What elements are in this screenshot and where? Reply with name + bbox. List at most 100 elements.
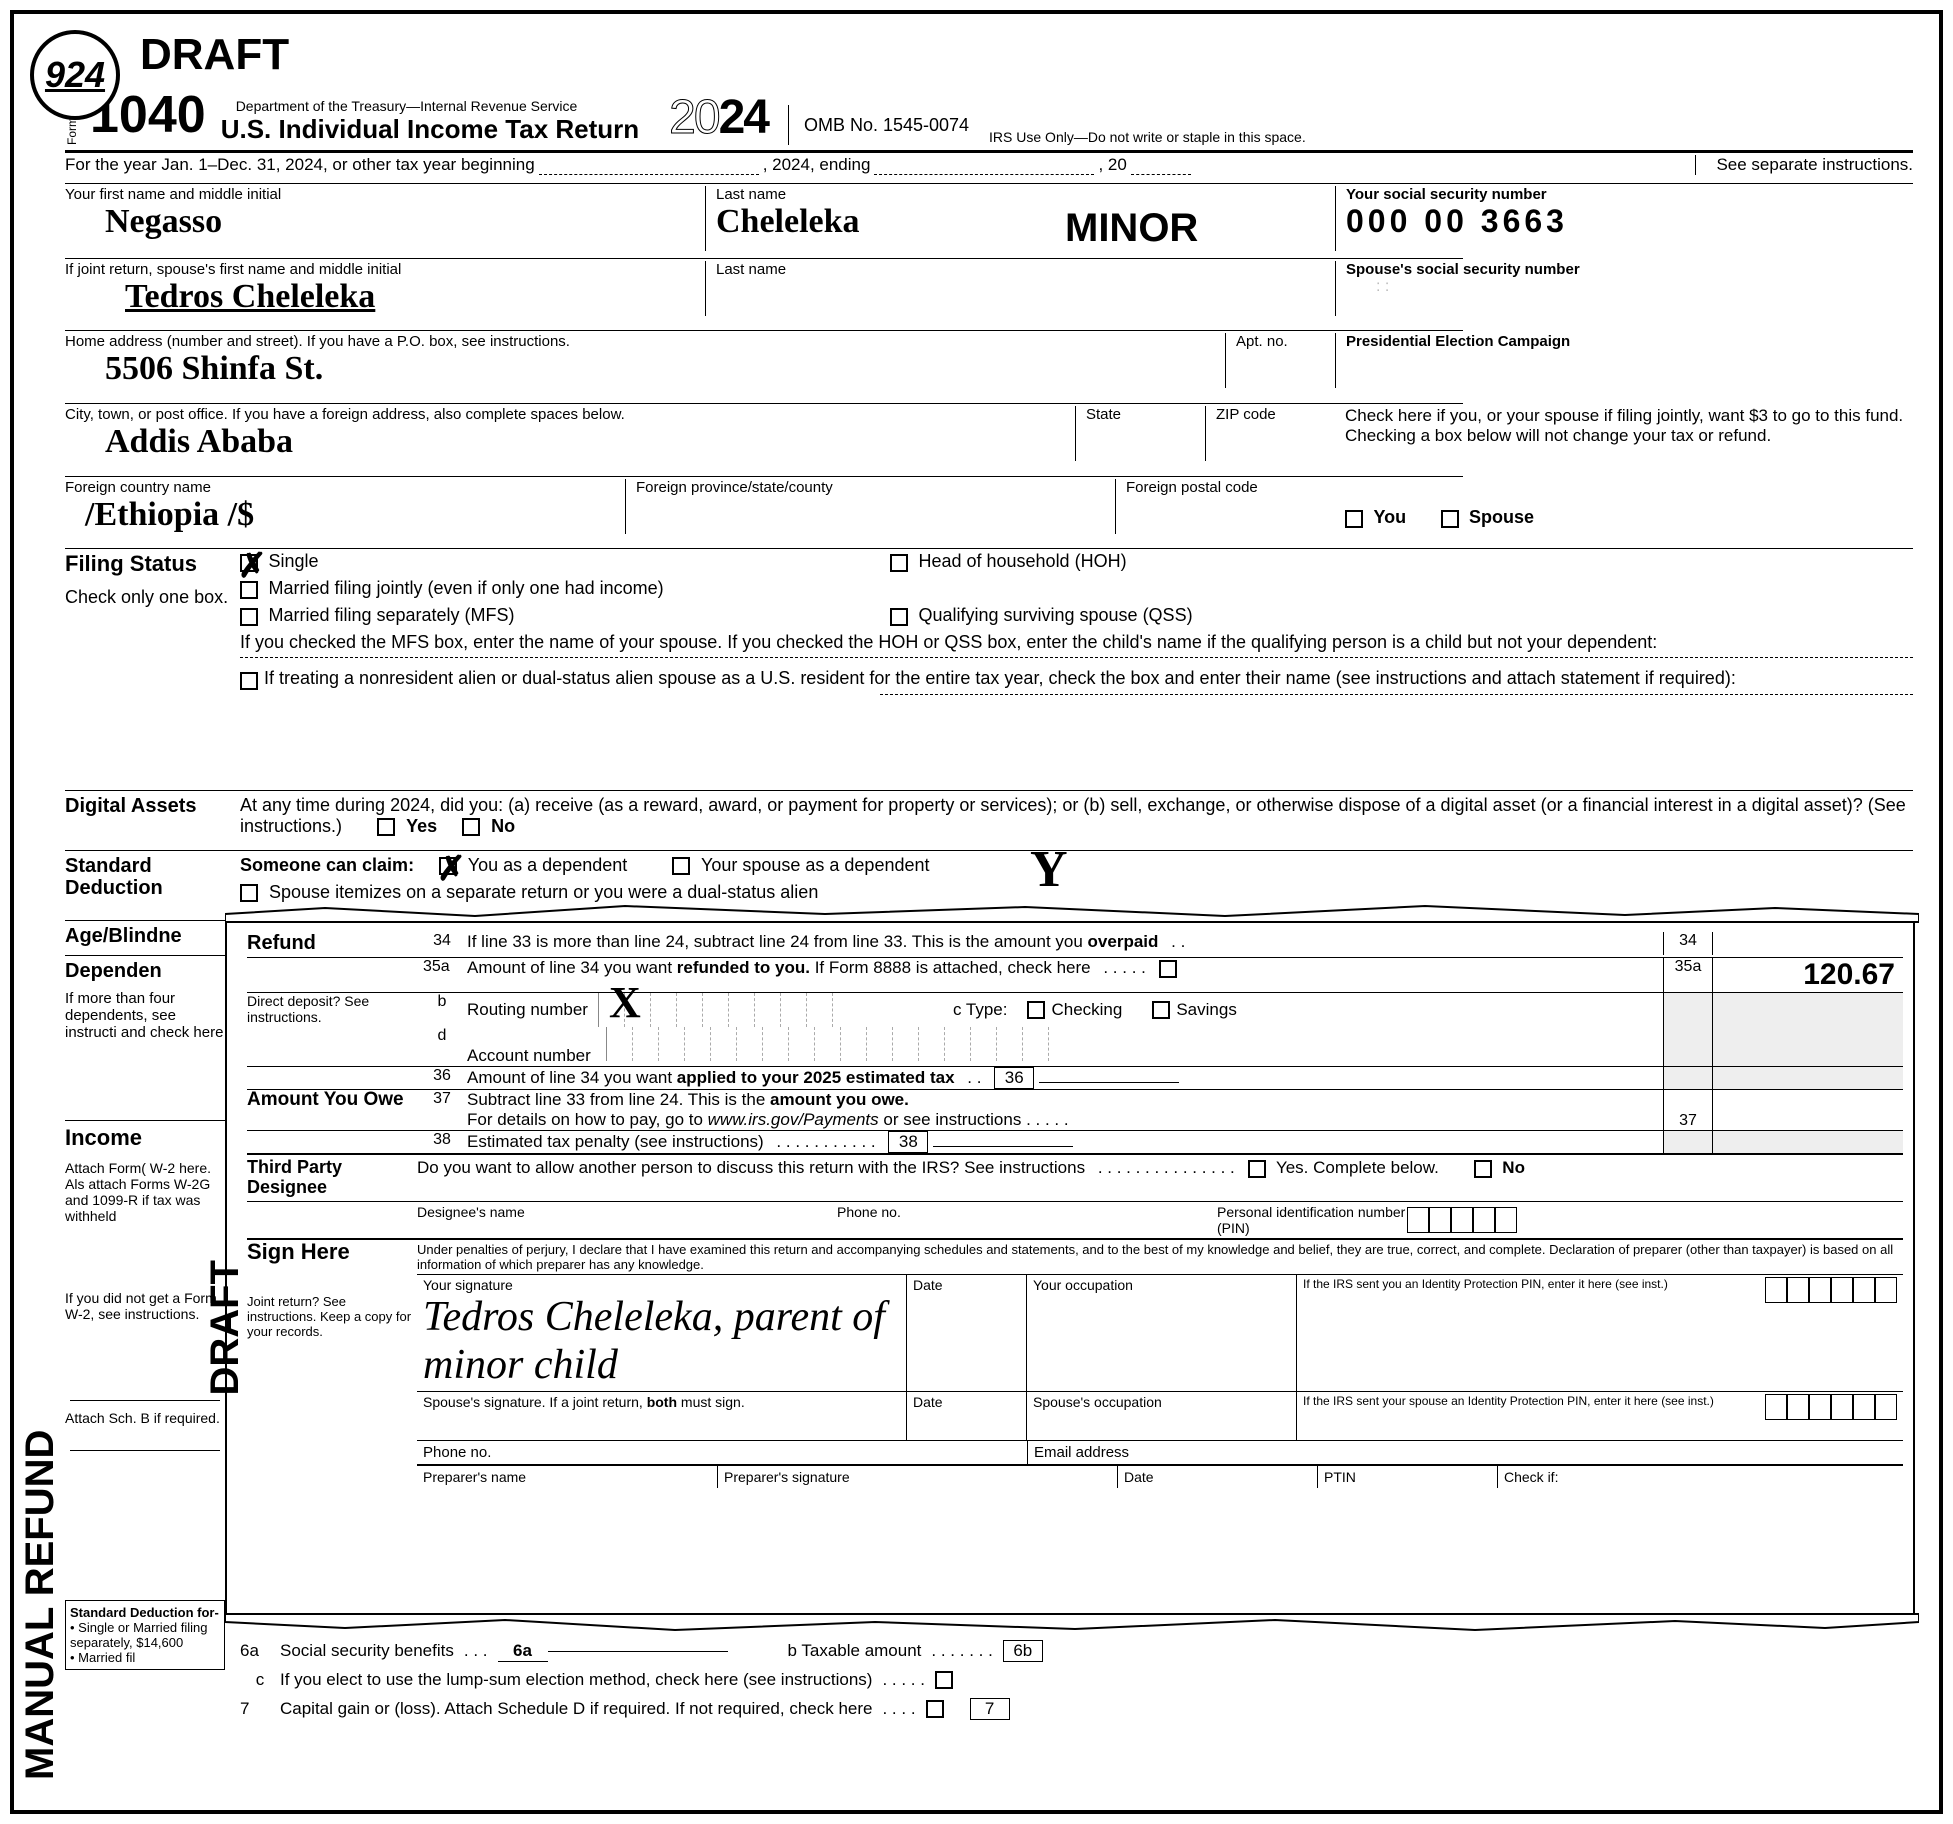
- prep-date: Date: [1117, 1466, 1317, 1488]
- spouse-checkbox[interactable]: [1441, 510, 1459, 528]
- line7-num: 7: [240, 1699, 280, 1719]
- line6b-box: 6b: [1003, 1640, 1043, 1662]
- line37-sub: For details on how to pay, go to www.irs…: [467, 1110, 1021, 1129]
- refund-head: Refund: [247, 932, 417, 955]
- apt-label: Apt. no.: [1236, 333, 1335, 350]
- single-checkbox[interactable]: [240, 554, 258, 572]
- itemize-checkbox[interactable]: [240, 884, 258, 902]
- tp-yes-checkbox[interactable]: [1248, 1160, 1266, 1178]
- checking-label: Checking: [1051, 1000, 1122, 1020]
- omb-number: OMB No. 1545-0074: [788, 105, 969, 145]
- spouse-ssn-label: Spouse's social security number: [1346, 261, 1913, 278]
- sig-date: Date: [907, 1275, 1027, 1391]
- phone-label: Phone no.: [417, 1441, 1027, 1464]
- line34-text: If line 33 is more than line 24, subtrac…: [467, 932, 1158, 951]
- you-checkbox[interactable]: [1345, 510, 1363, 528]
- mfs-label: Married filing separately (MFS): [268, 605, 514, 625]
- your-sig-label: Your signature: [423, 1277, 900, 1293]
- you-dep-checkbox[interactable]: [439, 857, 457, 875]
- occupation: Your occupation: [1027, 1275, 1297, 1391]
- jagged-top: [225, 902, 1919, 924]
- year-prefix: 20: [669, 91, 718, 144]
- zip-label: ZIP code: [1216, 406, 1335, 423]
- prep-sig: Preparer's signature: [717, 1466, 1117, 1488]
- line7-text: Capital gain or (loss). Attach Schedule …: [280, 1699, 872, 1719]
- tax-year-text: For the year Jan. 1–Dec. 31, 2024, or ot…: [65, 155, 535, 175]
- savings-checkbox[interactable]: [1152, 1001, 1170, 1019]
- nra-checkbox[interactable]: [240, 672, 258, 690]
- da-no: No: [491, 816, 515, 836]
- line6c-text: If you elect to use the lump-sum electio…: [280, 1670, 872, 1690]
- line6b-text: b Taxable amount: [788, 1641, 922, 1661]
- income-note2: If you did not get a Form W-2, see instr…: [65, 1290, 225, 1322]
- signature-value: Tedros Cheleleka, parent of minor child: [423, 1293, 900, 1389]
- foreign-province-label: Foreign province/state/county: [636, 479, 1115, 496]
- line36-box: 36: [994, 1067, 1034, 1089]
- checking-checkbox[interactable]: [1027, 1001, 1045, 1019]
- pin-label: Personal identification number (PIN): [1217, 1204, 1407, 1236]
- std-ded-b2: • Married fil: [70, 1650, 220, 1665]
- third-party-text: Do you want to allow another person to d…: [417, 1158, 1085, 1177]
- refund-amount: 120.67: [1713, 958, 1903, 992]
- see-instructions: See separate instructions.: [1695, 155, 1913, 175]
- line6a-text: Social security benefits: [280, 1641, 454, 1661]
- spouse-dep-checkbox[interactable]: [672, 857, 690, 875]
- minor-label: MINOR: [1065, 206, 1335, 251]
- std-ded-b1: • Single or Married filing separately, $…: [70, 1620, 220, 1650]
- qss-checkbox[interactable]: [890, 608, 908, 626]
- draft-heading: DRAFT: [140, 30, 289, 80]
- line36-num: 36: [417, 1067, 467, 1089]
- city-value: Addis Ababa: [65, 423, 1075, 461]
- perjury-text: Under penalties of perjury, I declare th…: [417, 1240, 1903, 1274]
- designee-name: Designee's name: [417, 1204, 837, 1236]
- line37-text: Subtract line 33 from line 24. This is t…: [467, 1090, 1663, 1110]
- line35a-numbox: 35a: [1663, 958, 1713, 992]
- pres-campaign-body: Check here if you, or your spouse if fil…: [1335, 406, 1913, 461]
- tax-year-mid: , 2024, ending: [763, 155, 871, 175]
- you-dep: You as a dependent: [468, 855, 628, 875]
- hoh-checkbox[interactable]: [890, 554, 908, 572]
- line38-box: 38: [888, 1131, 928, 1153]
- line37-box: 37: [1663, 1090, 1713, 1130]
- routing-label: Routing number: [467, 1000, 588, 1020]
- prep-name: Preparer's name: [417, 1466, 717, 1488]
- line6c-checkbox[interactable]: [935, 1671, 953, 1689]
- you-label: You: [1373, 507, 1406, 527]
- tax-year-end: , 20: [1098, 155, 1126, 175]
- joint-return-note: Joint return? See instructions. Keep a c…: [247, 1294, 417, 1339]
- ip-pin2: If the IRS sent your spouse an Identity …: [1303, 1394, 1714, 1408]
- mfs-checkbox[interactable]: [240, 608, 258, 626]
- income-section: Income: [65, 1125, 142, 1151]
- filing-status-sub: Check only one box.: [65, 587, 240, 608]
- hoh-label: Head of household (HOH): [918, 551, 1126, 571]
- tp-no-checkbox[interactable]: [1474, 1160, 1492, 1178]
- da-yes-checkbox[interactable]: [377, 818, 395, 836]
- line7-checkbox[interactable]: [926, 1700, 944, 1718]
- header-row: Form 1040 Department of the Treasury—Int…: [65, 85, 1913, 145]
- line38-text: Estimated tax penalty (see instructions): [467, 1132, 764, 1151]
- form-title: U.S. Individual Income Tax Return: [221, 114, 639, 145]
- line-d: d: [417, 1027, 467, 1066]
- dep-note: If more than four dependents, see instru…: [65, 990, 225, 1041]
- itemize-label: Spouse itemizes on a separate return or …: [269, 882, 818, 902]
- account-label: Account number: [467, 1046, 591, 1065]
- age-section: Age/Blindne: [65, 925, 182, 948]
- check-if: Check if:: [1497, 1466, 1903, 1488]
- overlay-panel: Refund 34 If line 33 is more than line 2…: [225, 918, 1915, 1618]
- line35a-checkbox[interactable]: [1159, 960, 1177, 978]
- direct-deposit: Direct deposit? See instructions.: [247, 993, 417, 1027]
- line37-num: 37: [417, 1090, 467, 1130]
- line6a-box: 6a: [498, 1641, 548, 1662]
- last-name-value: Cheleleka: [716, 203, 1065, 241]
- da-no-checkbox[interactable]: [462, 818, 480, 836]
- city-label: City, town, or post office. If you have …: [65, 406, 1075, 423]
- savings-label: Savings: [1176, 1000, 1236, 1020]
- da-yes: Yes: [406, 816, 437, 836]
- qss-label: Qualifying surviving spouse (QSS): [918, 605, 1192, 625]
- mfj-label: Married filing jointly (even if only one…: [268, 578, 663, 598]
- third-party-head: Third Party Designee: [247, 1158, 417, 1198]
- tp-no: No: [1502, 1158, 1525, 1177]
- sign-here-head: Sign Here: [247, 1240, 417, 1264]
- line34-numbox: 34: [1663, 932, 1713, 955]
- spouse-dep: Your spouse as a dependent: [701, 855, 930, 875]
